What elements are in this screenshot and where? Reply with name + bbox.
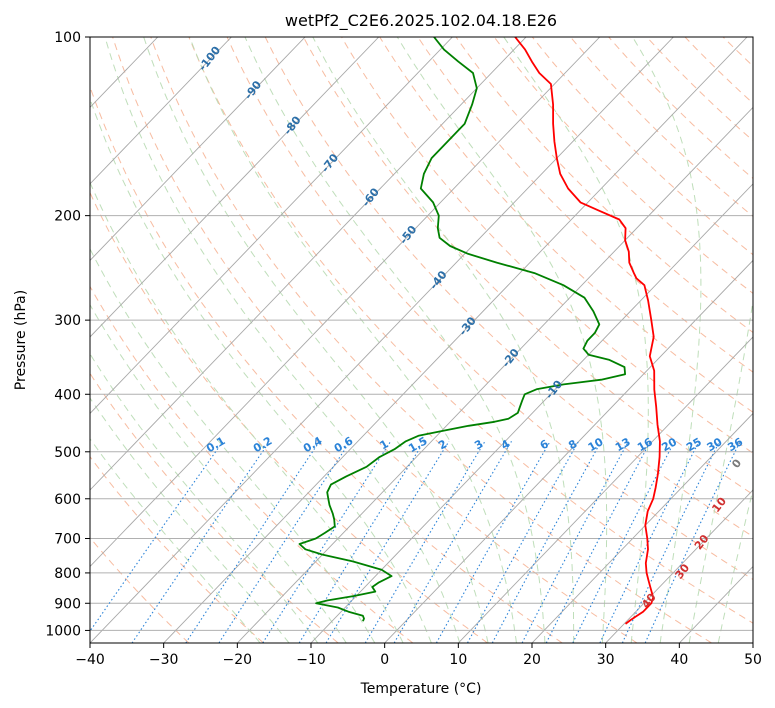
isotherm-line bbox=[90, 37, 306, 262]
x-tick-label: 40 bbox=[670, 652, 688, 668]
isotherm-line bbox=[90, 37, 232, 185]
dry-adiabat bbox=[417, 37, 753, 373]
y-tick-label: 900 bbox=[54, 596, 81, 612]
x-tick-label: −30 bbox=[149, 652, 179, 668]
moist-adiabat bbox=[503, 37, 649, 643]
x-tick-label: −40 bbox=[75, 652, 105, 668]
isotherm-line bbox=[310, 183, 753, 643]
dewpoint-profile-line bbox=[298, 37, 626, 622]
x-tick-label: 0 bbox=[380, 652, 389, 668]
moist-adiabat bbox=[104, 37, 461, 643]
y-tick-label: 800 bbox=[54, 566, 81, 582]
mixing-ratio-line bbox=[262, 441, 392, 643]
isotherm-line bbox=[90, 37, 601, 568]
mixing-ratio-line bbox=[325, 441, 450, 643]
isotherm-line bbox=[237, 106, 753, 643]
y-tick-label: 400 bbox=[54, 387, 81, 403]
profile-lines bbox=[298, 37, 661, 625]
isotherm-line bbox=[605, 489, 753, 643]
background-lines bbox=[90, 37, 753, 643]
dry-adiabat bbox=[188, 37, 753, 624]
x-tick-label: −20 bbox=[223, 652, 253, 668]
mixing-ratio-line bbox=[90, 440, 224, 633]
x-tick-label: 50 bbox=[744, 652, 762, 668]
x-tick-label: 20 bbox=[523, 652, 541, 668]
isotherm-line bbox=[90, 37, 380, 338]
moist-adiabat bbox=[244, 37, 546, 643]
moist-adiabat bbox=[189, 37, 517, 643]
x-axis-label: Temperature (°C) bbox=[360, 681, 482, 697]
dry-adiabat bbox=[90, 191, 488, 643]
moist-adiabat bbox=[396, 37, 608, 643]
moist-adiabat bbox=[90, 247, 376, 643]
dry-adiabat bbox=[150, 37, 712, 643]
mixing-ratio-line bbox=[218, 440, 351, 643]
dry-adiabat bbox=[90, 455, 264, 643]
dry-adiabat bbox=[90, 372, 339, 643]
y-tick-label: 600 bbox=[54, 492, 81, 508]
dry-adiabat bbox=[455, 37, 753, 334]
x-tick-label: 30 bbox=[597, 652, 615, 668]
mixing-ratio-line bbox=[599, 441, 700, 643]
isotherm-line bbox=[90, 37, 453, 415]
isotherm-line bbox=[163, 37, 748, 643]
y-axis-label: Pressure (hPa) bbox=[13, 290, 29, 390]
isotherm-line bbox=[531, 412, 753, 643]
y-tick-label: 300 bbox=[54, 313, 81, 329]
moist-adiabat bbox=[688, 297, 753, 643]
mixing-ratio-line bbox=[131, 440, 271, 643]
mixing-ratio-line bbox=[364, 441, 486, 643]
mixing-ratio-line bbox=[298, 441, 425, 643]
temperature-profile-line bbox=[514, 37, 661, 625]
isotherm-line bbox=[90, 37, 674, 643]
mixing-ratio-line bbox=[467, 441, 580, 643]
dry-adiabat bbox=[90, 85, 563, 643]
y-tick-label: 100 bbox=[54, 30, 81, 46]
mixing-ratio-line bbox=[393, 441, 512, 643]
x-tick-label: −10 bbox=[296, 652, 326, 668]
moist-adiabat bbox=[312, 37, 575, 643]
y-tick-label: 200 bbox=[54, 209, 81, 225]
moist-adiabat bbox=[90, 97, 432, 643]
mixing-ratio-line bbox=[491, 441, 602, 643]
axis-ticks: −40 −30 −20 −10 0 10 20 30 40 50 100 200 300 400 500 60… bbox=[45, 30, 762, 668]
isotherm-line bbox=[90, 37, 527, 491]
plot-frame bbox=[89, 36, 754, 644]
y-tick-label: 1000 bbox=[45, 623, 81, 639]
mixing-ratio-line bbox=[185, 440, 321, 643]
dry-adiabat bbox=[112, 37, 638, 643]
moist-adiabat bbox=[632, 37, 702, 643]
y-tick-label: 700 bbox=[54, 532, 81, 548]
mixing-ratio-line bbox=[435, 441, 551, 643]
dry-adiabat bbox=[302, 37, 753, 496]
moist-adiabat bbox=[90, 438, 261, 643]
moist-adiabat bbox=[143, 37, 489, 643]
dry-adiabat bbox=[226, 37, 753, 581]
isotherm-line bbox=[458, 336, 753, 643]
isotherm-line bbox=[384, 259, 753, 643]
moist-adiabat bbox=[90, 181, 404, 643]
chart-title: wetPf2_C2E6.2025.102.04.18.E26 bbox=[285, 11, 557, 31]
y-tick-label: 500 bbox=[54, 445, 81, 461]
x-tick-label: 10 bbox=[449, 652, 467, 668]
